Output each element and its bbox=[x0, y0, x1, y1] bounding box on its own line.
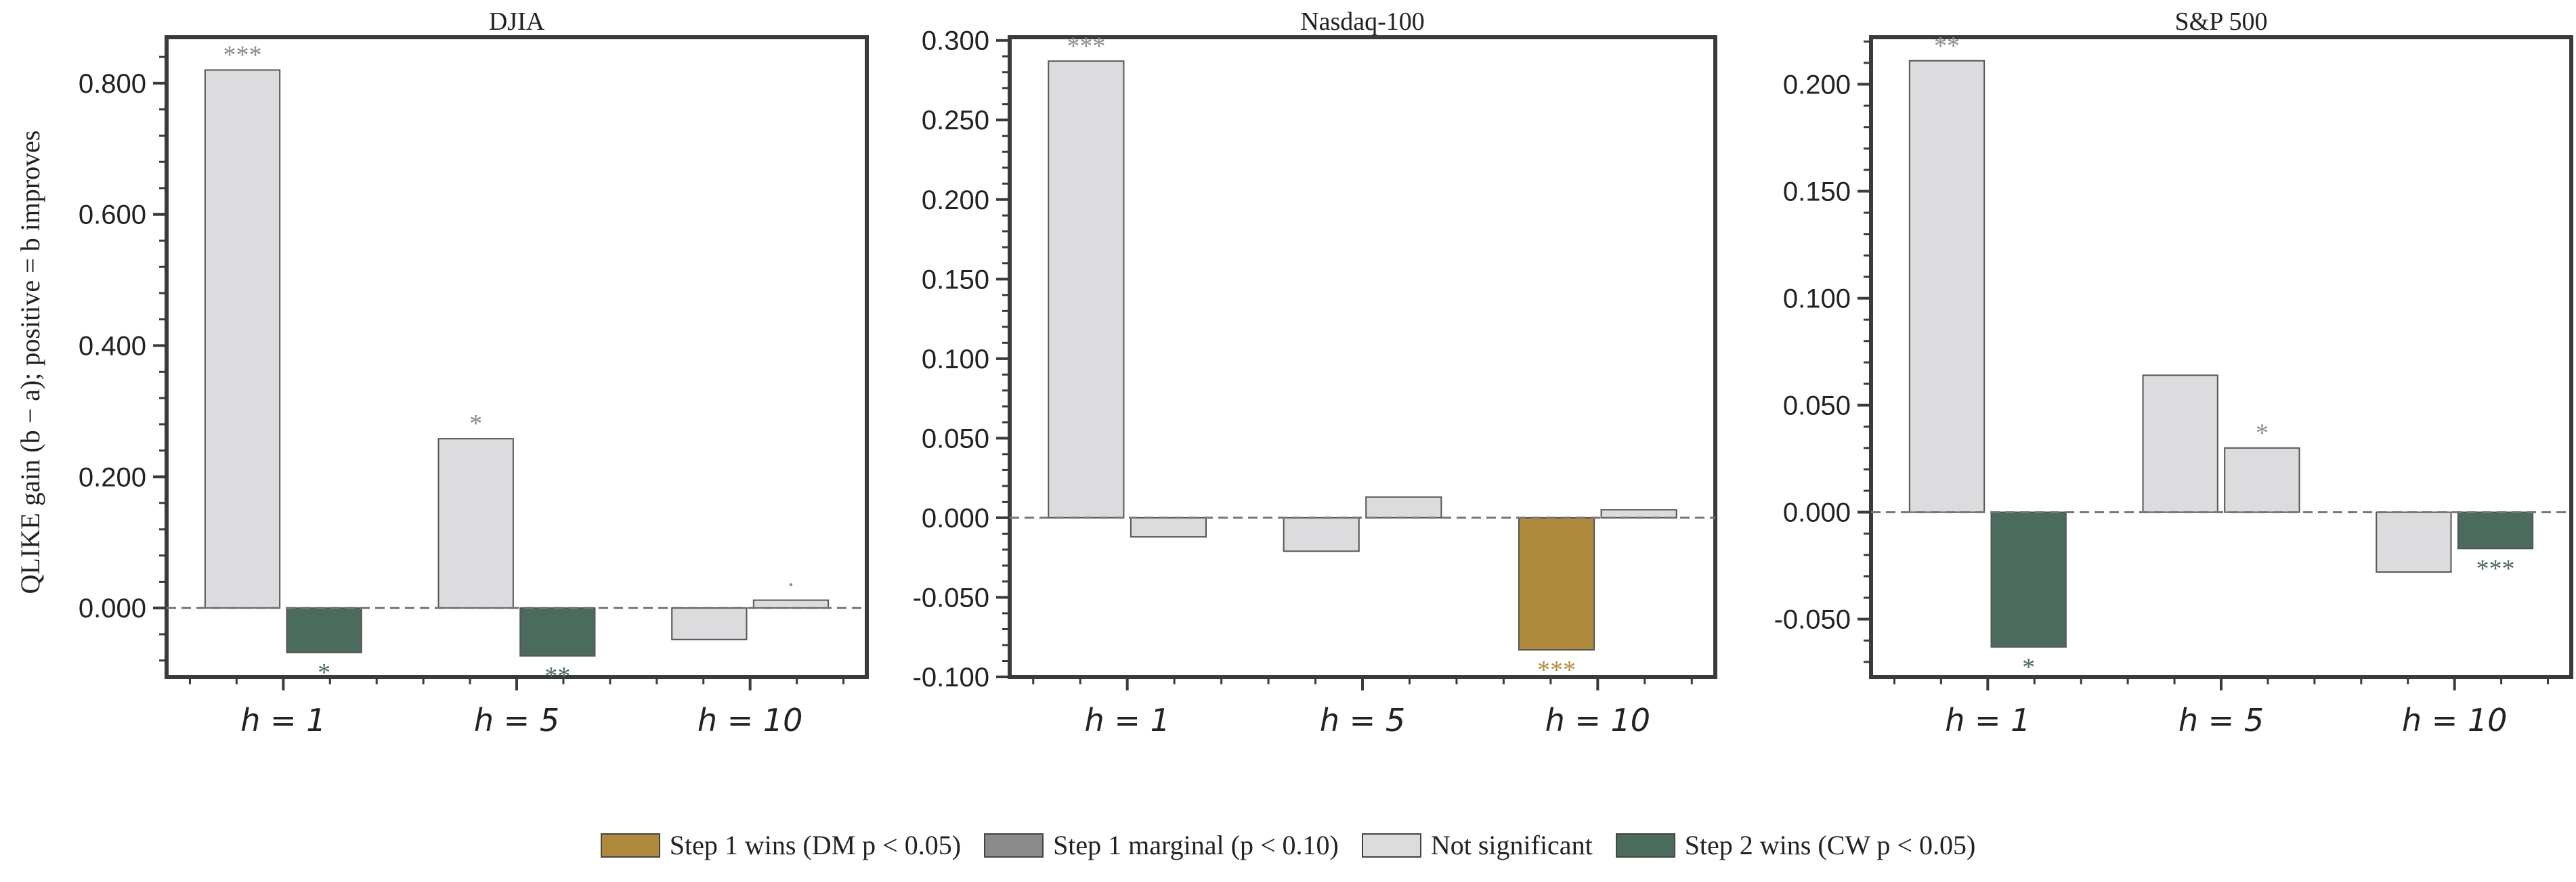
y-tick-label: 0.150 bbox=[1783, 177, 1851, 207]
bar bbox=[1600, 509, 1677, 519]
legend-label: Step 1 wins (DM p < 0.05) bbox=[669, 830, 962, 860]
y-tick-label: 0.600 bbox=[79, 200, 146, 230]
x-category-label: h = 1 bbox=[240, 702, 326, 738]
bar bbox=[519, 607, 596, 657]
y-tick-label: 0.150 bbox=[922, 265, 989, 294]
chart-panels: DJIA 0.000 0.200 0.400 0.600 0.800 h = 1 h = 5 h… bbox=[79, 7, 2573, 738]
bar bbox=[1048, 60, 1125, 519]
bar bbox=[204, 69, 281, 609]
bar bbox=[2142, 374, 2218, 513]
y-tick-label: -0.050 bbox=[913, 583, 989, 613]
legend-label: Not significant bbox=[1430, 830, 1593, 860]
bar bbox=[1990, 511, 2067, 648]
chart-panel: S&P 500 -0.050 0.000 0.050 0.100 0.150 0.200 h … bbox=[1774, 7, 2573, 738]
y-tick-label: 0.000 bbox=[1783, 498, 1851, 528]
bar bbox=[1283, 516, 1360, 552]
chart-legend: Step 1 wins (DM p < 0.05) Step 1 margina… bbox=[0, 829, 2576, 861]
legend-item-not-significant: Not significant bbox=[1361, 829, 1593, 861]
y-tick-label: 0.050 bbox=[1783, 391, 1851, 421]
y-tick-label: 0.200 bbox=[79, 462, 146, 492]
x-category-label: h = 5 bbox=[474, 702, 559, 738]
significance-stars: * bbox=[318, 659, 330, 687]
legend-label: Step 2 wins (CW p < 0.05) bbox=[1684, 830, 1976, 860]
x-category-label: h = 1 bbox=[1085, 702, 1170, 738]
chart-panel: Nasdaq-100 -0.100 -0.050 0.000 0.050 0.100 0.1… bbox=[913, 7, 1717, 738]
y-tick-label: 0.000 bbox=[79, 594, 146, 623]
legend-swatch bbox=[984, 833, 1044, 858]
significance-stars: *** bbox=[2476, 554, 2514, 583]
y-axis-title: QLIKE gain (b − a); positive = b improve… bbox=[15, 131, 45, 594]
significance-stars: * bbox=[469, 410, 482, 438]
x-category-label: h = 10 bbox=[2402, 702, 2507, 738]
y-tick-label: 0.800 bbox=[79, 69, 146, 99]
legend-item-step2-wins: Step 2 wins (CW p < 0.05) bbox=[1615, 829, 1976, 861]
x-category-label: h = 1 bbox=[1945, 702, 2030, 738]
bar bbox=[671, 607, 748, 640]
significance-stars: · bbox=[787, 571, 796, 600]
chart-panel: DJIA 0.000 0.200 0.400 0.600 0.800 h = 1 h = 5 h… bbox=[79, 7, 869, 738]
bar bbox=[752, 599, 830, 609]
legend-item-step1-wins: Step 1 wins (DM p < 0.05) bbox=[600, 829, 962, 861]
legend-swatch bbox=[1615, 833, 1675, 858]
x-category-label: h = 5 bbox=[1320, 702, 1405, 738]
x-category-label: h = 5 bbox=[2178, 702, 2264, 738]
x-category-label: h = 10 bbox=[697, 702, 802, 738]
legend-item-step1-marginal: Step 1 marginal (p < 0.10) bbox=[984, 829, 1339, 861]
y-tick-label: 0.100 bbox=[1783, 284, 1851, 314]
y-tick-label: -0.050 bbox=[1774, 605, 1851, 635]
y-tick-label: 0.400 bbox=[79, 332, 146, 361]
significance-stars: * bbox=[2022, 653, 2035, 682]
bar bbox=[1518, 516, 1595, 651]
bar bbox=[437, 438, 514, 609]
significance-stars: *** bbox=[1067, 32, 1105, 60]
significance-stars: * bbox=[2256, 419, 2269, 447]
x-category-label: h = 10 bbox=[1545, 702, 1650, 738]
bar bbox=[286, 607, 362, 654]
panel-title: Nasdaq-100 bbox=[1300, 7, 1425, 36]
significance-stars: ** bbox=[544, 662, 570, 690]
y-tick-label: -0.100 bbox=[913, 663, 989, 692]
panel-title: S&P 500 bbox=[2175, 7, 2268, 36]
bar bbox=[2376, 511, 2452, 573]
bar bbox=[1130, 516, 1207, 538]
bar bbox=[2457, 511, 2534, 550]
legend-swatch bbox=[600, 833, 660, 858]
panel-title: DJIA bbox=[489, 7, 545, 36]
y-tick-label: 0.050 bbox=[922, 424, 989, 454]
y-tick-label: 0.100 bbox=[922, 345, 989, 374]
y-tick-label: 0.250 bbox=[922, 106, 989, 135]
legend-swatch bbox=[1361, 833, 1421, 858]
bar bbox=[2224, 447, 2300, 513]
significance-stars: ** bbox=[1934, 32, 1960, 60]
significance-stars: *** bbox=[223, 41, 262, 69]
bar bbox=[1908, 60, 1985, 513]
bar bbox=[1365, 496, 1442, 519]
y-tick-label: 0.300 bbox=[922, 26, 989, 56]
y-tick-label: 0.200 bbox=[922, 185, 989, 215]
y-tick-label: 0.200 bbox=[1783, 70, 1851, 100]
y-tick-label: 0.000 bbox=[922, 504, 989, 533]
legend-label: Step 1 marginal (p < 0.10) bbox=[1053, 830, 1339, 860]
significance-stars: *** bbox=[1537, 656, 1576, 684]
